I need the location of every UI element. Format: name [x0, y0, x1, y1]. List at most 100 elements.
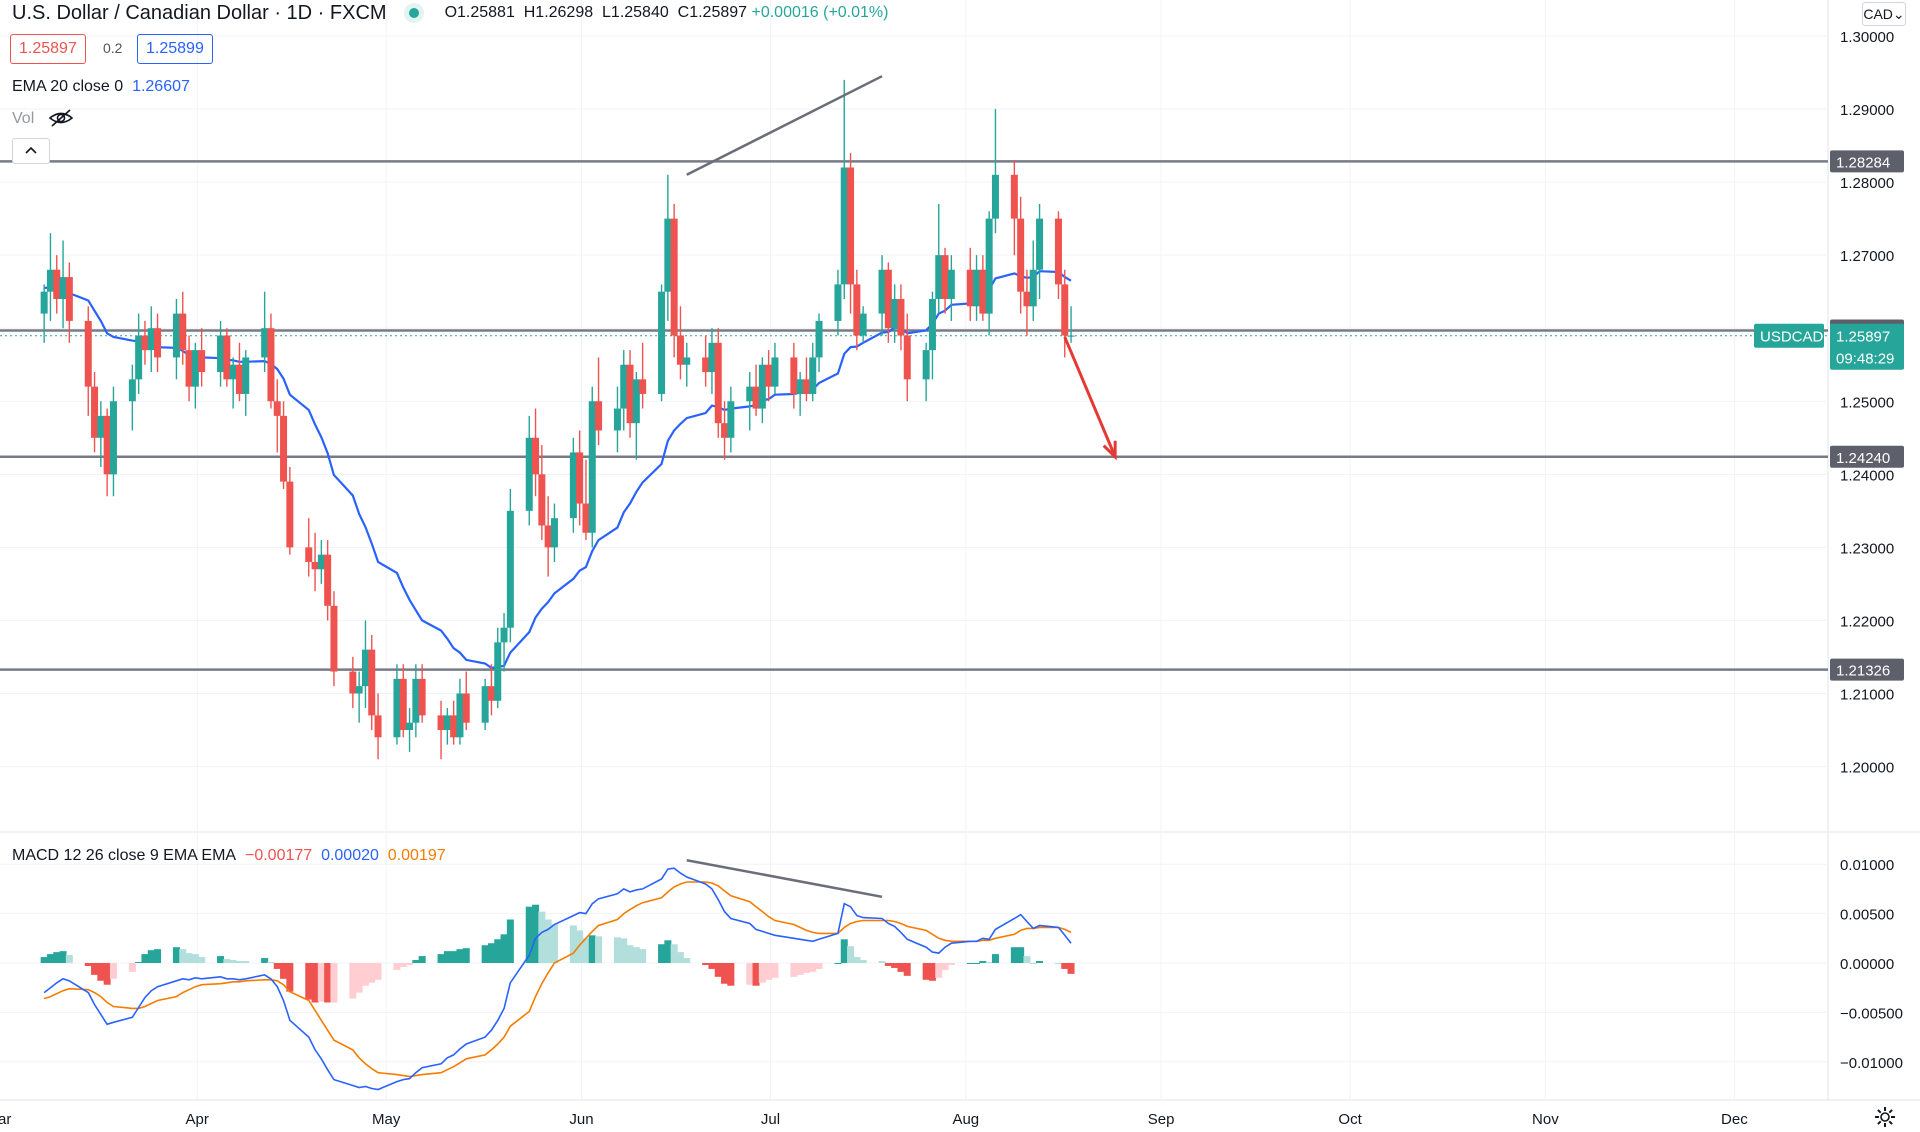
high-value: H1.26298 — [523, 4, 594, 21]
candle-body — [141, 335, 149, 351]
candle-body — [658, 291, 666, 394]
macd-histogram-bar — [1061, 963, 1069, 969]
candle-body — [500, 627, 508, 643]
macd-pane — [40, 867, 1075, 1091]
candle-body — [437, 715, 445, 730]
candle-body — [840, 167, 848, 285]
macd-histogram-bar — [853, 957, 861, 963]
horizontal-levels[interactable] — [0, 160, 1828, 671]
candle-body — [815, 320, 823, 358]
macd-histogram-bar — [147, 950, 155, 963]
candle-body — [506, 510, 514, 628]
candle-body — [135, 335, 143, 380]
collapse-legend-button[interactable] — [12, 138, 50, 164]
candle-body — [40, 291, 48, 314]
macd-histogram-bar — [450, 951, 458, 963]
candle-body — [727, 401, 735, 438]
price-tick-label: 1.25000 — [1840, 394, 1894, 411]
candle-body — [273, 401, 281, 416]
macd-histogram-bar — [658, 944, 666, 963]
chevron-up-icon — [25, 146, 37, 154]
macd-histogram-bar — [840, 939, 848, 963]
buy-button[interactable]: 1.25899 — [137, 34, 213, 64]
candle-body — [702, 357, 710, 373]
candle-body — [765, 364, 773, 387]
macd-tick-label: 0.00500 — [1840, 907, 1894, 924]
symbol-title[interactable]: U.S. Dollar / Canadian Dollar · 1D · FXC… — [12, 1, 387, 24]
macd-line — [43, 867, 1072, 1091]
macd-legend[interactable]: MACD 12 26 close 9 EMA EMA −0.00177 0.00… — [12, 847, 446, 865]
candle-body — [1017, 218, 1025, 292]
macd-histogram-bar — [179, 949, 187, 963]
symbol-tag-label: USDCAD — [1760, 329, 1824, 346]
candle-body — [305, 547, 313, 562]
macd-histogram-bar — [53, 952, 61, 963]
signal-line — [43, 881, 1072, 1078]
candle-body — [128, 379, 136, 402]
macd-histogram-bar — [582, 938, 590, 963]
macd-histogram-bar — [979, 961, 987, 963]
macd-histogram-bar — [670, 944, 678, 963]
macd-histogram-bar — [632, 947, 640, 963]
hidden-eye-icon[interactable] — [48, 108, 74, 128]
level-tag — [1830, 658, 1904, 681]
market-open-icon — [408, 8, 419, 18]
macd-histogram-bar — [576, 930, 584, 963]
macd-histogram-bar — [191, 954, 199, 963]
macd-histogram-bar — [1017, 947, 1025, 963]
macd-histogram-bar — [103, 963, 111, 985]
macd-histogram-bar — [928, 963, 936, 981]
candle-body — [412, 678, 420, 723]
candle-body — [311, 561, 319, 570]
candle-body — [670, 218, 678, 336]
macd-histogram-bar — [727, 963, 735, 986]
candle-body — [147, 328, 155, 351]
candle-body — [198, 350, 206, 373]
ema-label: EMA 20 close 0 — [12, 78, 124, 95]
macd-histogram-bar — [242, 961, 250, 963]
macd-histogram-bar — [374, 963, 382, 980]
macd-histogram-bar — [626, 945, 634, 963]
macd-histogram-bar — [40, 957, 48, 963]
candle-body — [267, 328, 275, 402]
candle-body — [708, 342, 716, 373]
macd-histogram-bar — [714, 963, 722, 977]
macd-histogram-bar — [859, 960, 867, 963]
price-axis[interactable]: 1.300001.290001.280001.270001.260001.250… — [1754, 29, 1904, 1072]
macd-histogram-bar — [317, 963, 325, 1002]
candle-body — [884, 269, 892, 329]
macd-histogram-bar — [639, 949, 647, 963]
macd-histogram-bar — [185, 953, 193, 963]
candle-body — [966, 269, 974, 307]
candle-body — [374, 715, 382, 738]
time-axis[interactable]: Apr May Jun Jul Aug Sep Oct Nov Dec ar — [0, 1111, 1748, 1128]
candle-body — [714, 342, 722, 424]
candle-body — [418, 678, 426, 716]
candle-body — [771, 357, 779, 387]
annotations[interactable] — [686, 75, 1117, 899]
macd-histogram-bar — [172, 947, 180, 963]
macd-histogram-bar — [550, 924, 558, 963]
ema-legend[interactable]: EMA 20 close 0 1.26607 — [12, 78, 190, 96]
gear-icon[interactable] — [1874, 1106, 1896, 1128]
macd-histogram-bar — [280, 963, 288, 979]
macd-histogram-bar — [746, 963, 754, 985]
macd-histogram-bar — [261, 958, 269, 963]
volume-label[interactable]: Vol — [12, 110, 35, 127]
gridlines — [0, 0, 1920, 1101]
candle-body — [53, 269, 61, 299]
macd-histogram-bar — [500, 934, 508, 963]
candle-body — [109, 401, 117, 475]
ohlc-readout: O1.25881 H1.26298 L1.25840 C1.25897 +0.0… — [445, 4, 889, 22]
candle-body — [758, 364, 766, 409]
currency-select[interactable]: CAD⌄ — [1862, 2, 1906, 26]
candle-body — [462, 693, 470, 723]
time-tick-label: ar — [0, 1111, 11, 1128]
sell-button[interactable]: 1.25897 — [10, 34, 86, 64]
macd-histogram-bar — [128, 963, 136, 972]
candle-body — [1023, 291, 1031, 307]
macd-histogram-bar — [790, 963, 798, 977]
macd-histogram-bar — [941, 963, 949, 970]
candle-body — [185, 350, 193, 387]
